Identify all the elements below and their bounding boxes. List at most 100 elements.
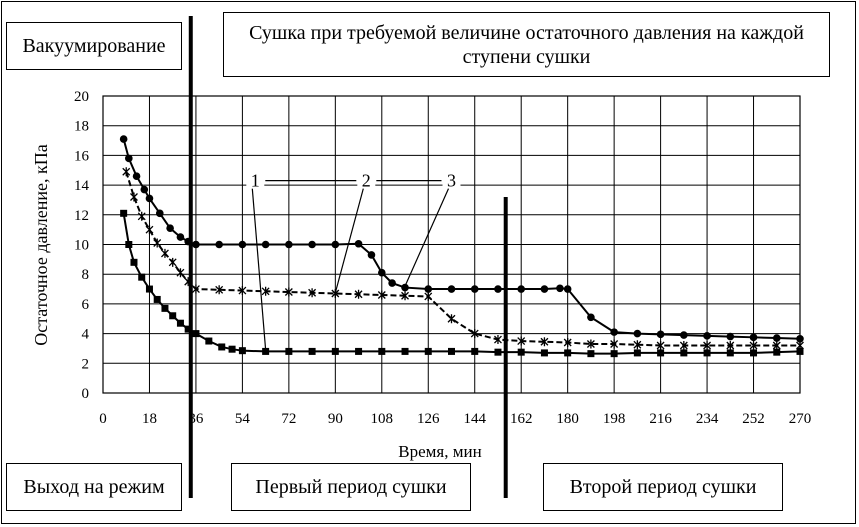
series-point-3 xyxy=(587,313,595,322)
series-point-1 xyxy=(161,304,169,312)
series-point-2 xyxy=(494,335,502,345)
x-tick-label: 18 xyxy=(142,411,157,427)
series-point-1 xyxy=(138,273,146,281)
series-point-1 xyxy=(494,348,502,356)
x-tick-label: 270 xyxy=(789,411,812,427)
plot-area-border xyxy=(102,95,801,394)
annotation-label-1: 1 xyxy=(251,171,260,191)
annotation-leader-2 xyxy=(334,188,364,293)
series-point-1 xyxy=(192,330,200,338)
y-axis-label: Остаточное давление, кПа xyxy=(31,144,51,346)
series-point-1 xyxy=(145,285,153,293)
y-tick-label: 16 xyxy=(74,148,90,164)
series-point-3 xyxy=(563,285,572,293)
series-point-3 xyxy=(367,251,376,259)
phase-boundaries xyxy=(188,16,508,498)
y-tick-label: 6 xyxy=(82,297,90,313)
series-point-3 xyxy=(215,240,223,249)
series-point-3 xyxy=(656,330,665,339)
series-point-3 xyxy=(401,283,409,292)
series-point-3 xyxy=(388,279,396,287)
series-point-1 xyxy=(331,347,339,355)
series-point-2 xyxy=(145,225,154,235)
series-point-1 xyxy=(262,347,270,355)
annotations: 1 2 3 xyxy=(246,168,461,350)
annotation-label-3: 3 xyxy=(447,171,456,191)
series-point-3 xyxy=(331,240,340,249)
phase-label-first-period-text: Первый период сушки xyxy=(255,476,447,498)
series-point-3 xyxy=(354,239,363,248)
series-point-2 xyxy=(215,285,224,295)
series-point-1 xyxy=(308,347,316,355)
series-point-2 xyxy=(308,288,317,298)
series-point-1 xyxy=(610,350,618,358)
series-point-3 xyxy=(308,240,316,249)
annotation-leader-3 xyxy=(404,188,450,287)
series-point-1 xyxy=(125,241,133,248)
series-point-3 xyxy=(726,332,735,341)
series-point-2 xyxy=(424,291,433,301)
series-point-1 xyxy=(401,347,409,355)
series-point-2 xyxy=(447,314,456,324)
x-tick-label: 54 xyxy=(235,411,251,427)
tick-labels: 0 18 36 54 72 90 108 126 144 162 180 198 216 234 252 27… xyxy=(74,89,811,427)
y-tick-label: 12 xyxy=(74,208,89,224)
x-tick-label: 0 xyxy=(99,411,107,427)
series-point-3 xyxy=(680,331,688,339)
series-point-2 xyxy=(122,167,131,177)
series-point-2 xyxy=(377,290,386,300)
y-tick-label: 2 xyxy=(82,356,90,372)
series-point-3 xyxy=(796,334,804,343)
series-point-2 xyxy=(354,289,363,299)
series-point-1 xyxy=(169,312,177,320)
series-point-1 xyxy=(633,349,641,357)
x-tick-label: 126 xyxy=(417,411,440,427)
series-point-3 xyxy=(494,285,502,293)
phase-label-startup: Выход на режим xyxy=(6,463,182,511)
x-tick-label: 90 xyxy=(328,411,343,427)
x-tick-label: 216 xyxy=(649,411,672,427)
series-line-3 xyxy=(122,138,801,340)
x-tick-label: 234 xyxy=(696,411,719,427)
series-point-3 xyxy=(155,209,164,218)
x-tick-label: 180 xyxy=(556,411,579,427)
phase-label-vacuum-text: Вакуумирование xyxy=(22,35,166,57)
series-point-2 xyxy=(703,340,712,350)
series-point-2 xyxy=(563,338,572,348)
series-point-3 xyxy=(132,172,141,180)
y-tick-label: 18 xyxy=(74,119,89,135)
series-point-2 xyxy=(610,339,619,349)
annotation-label-bg xyxy=(442,168,461,191)
series-point-2 xyxy=(401,291,409,301)
series-point-2 xyxy=(153,238,162,248)
series-point-3 xyxy=(176,233,185,241)
series-point-1 xyxy=(378,347,386,355)
series-point-1 xyxy=(448,347,455,355)
x-tick-label: 198 xyxy=(603,411,626,427)
series-point-1 xyxy=(564,349,572,357)
x-tick-label: 108 xyxy=(371,411,394,427)
annotation-label-bg xyxy=(246,168,265,191)
series-point-2 xyxy=(517,336,526,346)
series-point-3 xyxy=(238,240,247,249)
series-point-1 xyxy=(205,337,213,345)
series-point-1 xyxy=(703,349,711,357)
series-point-1 xyxy=(726,349,734,357)
series-point-3 xyxy=(285,240,293,249)
series-point-1 xyxy=(228,345,236,353)
series-point-2 xyxy=(749,340,758,350)
series-point-2 xyxy=(470,329,479,339)
series-point-1 xyxy=(120,209,128,217)
series-point-1 xyxy=(130,258,138,266)
annotation-label-bg xyxy=(357,168,376,191)
series-point-2 xyxy=(284,287,293,297)
series-point-3 xyxy=(261,240,270,249)
y-tick-label: 10 xyxy=(74,238,89,254)
series-point-2 xyxy=(261,286,270,296)
phase-label-second-period: Второй период сушки xyxy=(543,463,783,511)
series-point-1 xyxy=(750,349,758,357)
series-point-1 xyxy=(176,319,184,327)
x-axis-label: Время, мин xyxy=(398,442,481,461)
annotation-leader-1 xyxy=(251,188,267,350)
